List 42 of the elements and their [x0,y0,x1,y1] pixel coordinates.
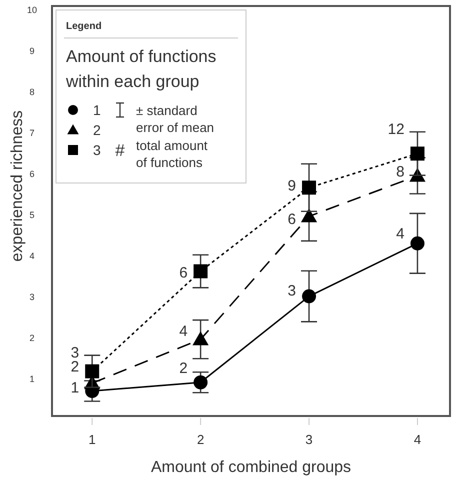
x-tick-label: 1 [88,432,96,447]
y-tick-label: 5 [29,210,35,220]
point [302,180,316,195]
legend-title: Amount of functions within each group [65,47,216,91]
y-tick-label: 3 [29,292,35,302]
x-tick-label: 3 [305,432,313,447]
annotation: 8 [396,164,404,181]
legend-label: 1 [93,102,101,118]
y-tick-label: 10 [26,5,38,16]
point [192,331,209,346]
annotation: total amount of functions [136,138,208,170]
y-tick-label: 7 [29,128,35,138]
y-tick-label: 9 [29,46,35,56]
x-axis-title: Amount of combined groups [150,459,352,476]
y-tick-label: 6 [29,169,35,180]
point [410,146,424,161]
annotation: 12 [388,121,404,138]
y-tick-label: 2 [29,333,35,344]
annotation: 2 [179,360,188,378]
y-axis-title: experienced richness [9,110,26,262]
annotation: 3 [288,282,296,300]
annotation: 9 [288,178,296,195]
y-tick-label: 4 [29,251,35,262]
y-tick-label: 1 [29,374,35,384]
legend-label: 2 [93,122,101,138]
annotation: 1 [70,379,80,396]
x-tick-label: 4 [414,432,422,447]
annotation: 6 [179,264,188,282]
point [85,364,100,378]
annotation: Legend [66,21,102,32]
point [194,264,208,278]
x-tick-label: 2 [196,432,204,447]
point [300,208,318,222]
legend-label: 3 [93,142,101,158]
annotation: 6 [288,210,296,228]
point [302,289,316,304]
point [410,236,424,250]
annotation: 4 [179,323,188,340]
point [194,375,208,390]
annotation: # [115,141,126,160]
annotation: 4 [396,226,404,243]
y-tick-label: 8 [29,87,35,98]
